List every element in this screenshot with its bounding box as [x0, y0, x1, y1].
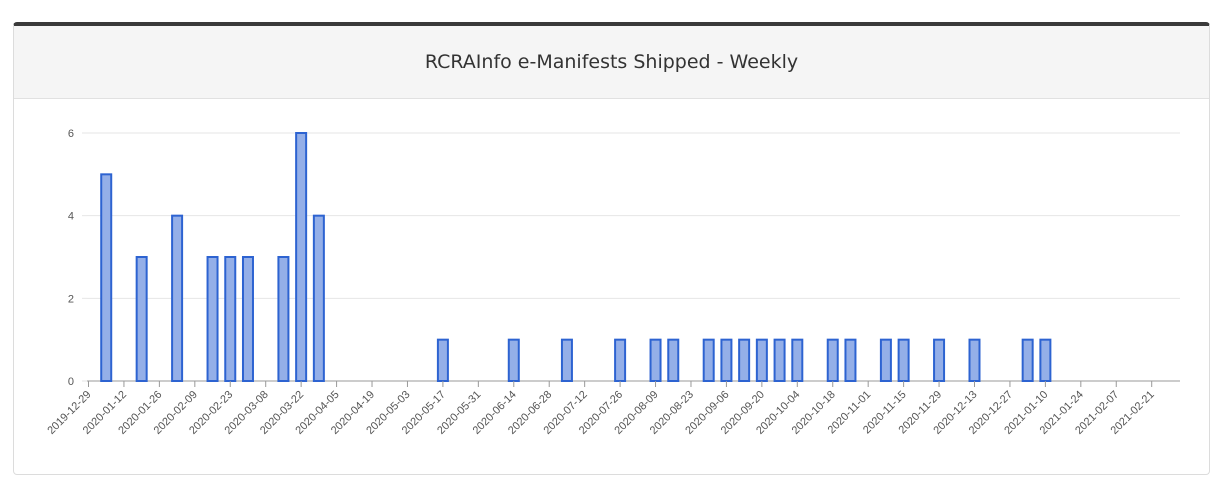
card-header: RCRAInfo e-Manifests Shipped - Weekly — [14, 26, 1209, 99]
x-axis: 2019-12-292020-01-122020-01-262020-02-09… — [45, 381, 1157, 437]
bar — [100, 173, 113, 382]
bar — [171, 214, 184, 382]
bar — [206, 256, 219, 382]
bar — [897, 338, 910, 382]
bar — [968, 338, 981, 382]
chart-title: RCRAInfo e-Manifests Shipped - Weekly — [424, 51, 799, 73]
bar — [224, 256, 237, 382]
bar — [791, 338, 804, 382]
bar — [507, 338, 520, 382]
bar — [879, 338, 892, 382]
bar — [277, 256, 290, 382]
bar — [614, 338, 627, 382]
bar — [933, 338, 946, 382]
bar — [826, 338, 839, 382]
bar — [649, 338, 662, 382]
y-tick-label: 6 — [68, 128, 74, 140]
bar — [1021, 338, 1034, 382]
bar — [560, 338, 573, 382]
y-tick-label: 4 — [68, 211, 74, 223]
grid-lines — [87, 132, 1180, 382]
bar — [844, 338, 857, 382]
bar — [720, 338, 733, 382]
y-axis-ticks: 0 2 4 6 — [68, 128, 87, 388]
bar — [312, 214, 325, 382]
bar — [241, 256, 254, 382]
bar — [135, 256, 148, 382]
bar — [436, 338, 449, 382]
y-tick-label: 0 — [68, 376, 74, 388]
bar — [1039, 338, 1052, 382]
y-tick-label: 2 — [68, 293, 74, 305]
chart-card: RCRAInfo e-Manifests Shipped - Weekly — [13, 22, 1210, 475]
bars — [100, 132, 1052, 382]
bar — [295, 132, 308, 382]
bar — [738, 338, 751, 382]
bar — [702, 338, 715, 382]
bar — [773, 338, 786, 382]
bar — [667, 338, 680, 382]
bar — [755, 338, 768, 382]
